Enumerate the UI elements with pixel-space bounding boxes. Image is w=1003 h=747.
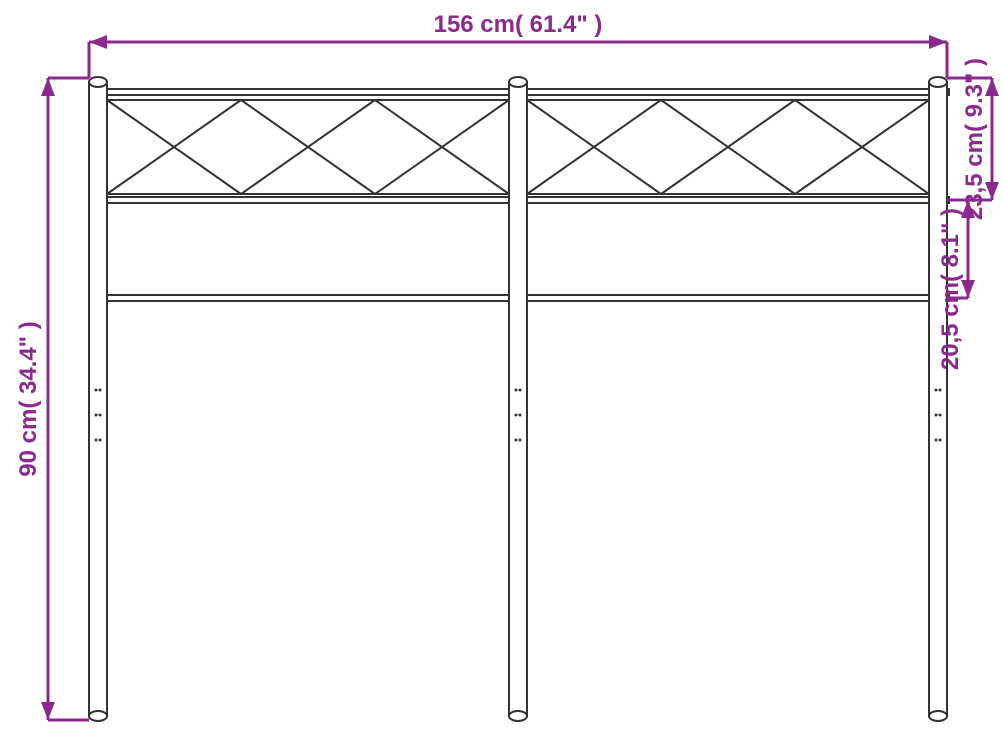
post-0 — [89, 82, 107, 716]
dim-label-width: 156 cm( 61.4" ) — [434, 11, 603, 38]
headboard-drawing — [89, 77, 949, 721]
post-1 — [509, 82, 527, 716]
dim-label-upper: 23,5 cm( 9.3" ) — [961, 58, 988, 220]
dim-label-height: 90 cm( 34.4" ) — [15, 321, 42, 476]
post-2 — [929, 82, 947, 716]
dim-label-lower: 20,5 cm( 8.1" ) — [937, 208, 964, 370]
